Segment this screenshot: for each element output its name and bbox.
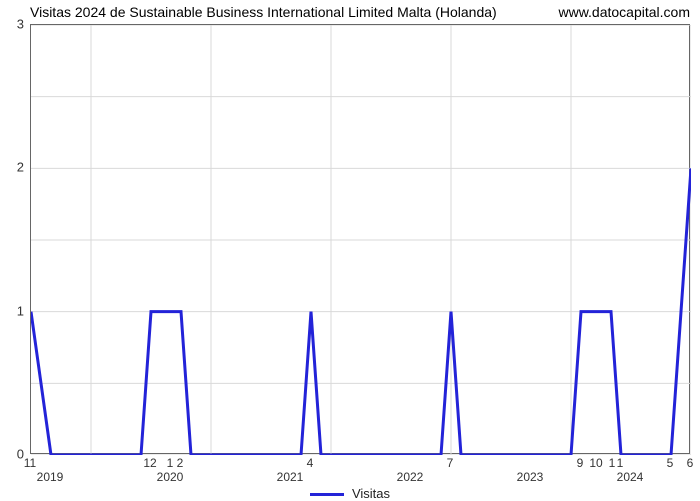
x-month-label: 7 (447, 456, 454, 470)
x-month-label: 5 (667, 456, 674, 470)
chart-watermark: www.datocapital.com (558, 4, 690, 20)
x-month-label: 1 (617, 456, 624, 470)
x-year-label: 2023 (517, 470, 544, 484)
x-month-label: 2 (177, 456, 184, 470)
legend-swatch-icon (310, 493, 344, 496)
chart-legend: Visitas (0, 486, 700, 501)
visits-line-chart: Visitas 2024 de Sustainable Business Int… (0, 0, 700, 500)
x-month-label: 4 (307, 456, 314, 470)
y-tick-label: 1 (17, 303, 24, 318)
x-year-label: 2024 (617, 470, 644, 484)
x-year-label: 2020 (157, 470, 184, 484)
x-year-label: 2021 (277, 470, 304, 484)
y-tick-label: 3 (17, 17, 24, 32)
y-tick-label: 2 (17, 160, 24, 175)
x-month-label: 6 (687, 456, 694, 470)
x-month-label: 10 (589, 456, 602, 470)
x-month-label: 11 (24, 456, 36, 470)
x-year-label: 2022 (397, 470, 424, 484)
x-month-label: 1 (609, 456, 616, 470)
plot-area (30, 24, 690, 454)
x-year-label: 2019 (37, 470, 64, 484)
x-month-label: 9 (577, 456, 584, 470)
x-month-label: 1 (167, 456, 174, 470)
legend-label: Visitas (352, 486, 390, 501)
x-month-label: 12 (143, 456, 156, 470)
plot-svg (31, 25, 691, 455)
